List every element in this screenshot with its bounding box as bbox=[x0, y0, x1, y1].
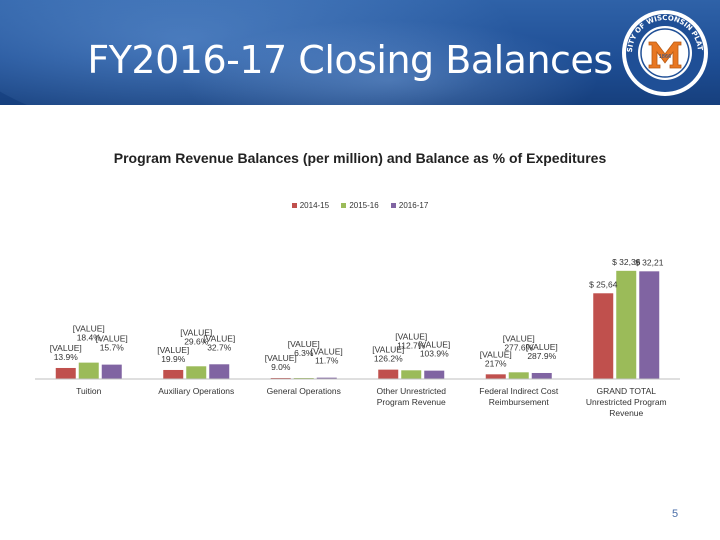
category-label-0-0: Tuition bbox=[76, 386, 101, 396]
data-label-2014-15-0-1: 13.9% bbox=[54, 352, 79, 362]
data-label-2015-16-1-1: 29.6% bbox=[184, 336, 209, 346]
data-label-2015-16-4-1: 277.6% bbox=[504, 342, 533, 352]
bar-2015-16-5 bbox=[616, 270, 637, 379]
chart-legend: 2014-15 2015-16 2016-17 bbox=[0, 201, 720, 210]
data-label-2015-16-2-0: [VALUE] bbox=[288, 339, 320, 349]
data-label-2016-17-5-0: $ 32,21 bbox=[635, 257, 664, 267]
bar-2014-15-5 bbox=[593, 293, 614, 379]
legend-swatch-2014-15 bbox=[291, 203, 297, 209]
data-label-2014-15-3-1: 126.2% bbox=[374, 354, 403, 364]
data-label-2014-15-2-1: 9.0% bbox=[271, 362, 291, 372]
legend-entry-2015-16: 2015-16 bbox=[341, 201, 379, 210]
bar-2014-15-4 bbox=[485, 374, 506, 379]
category-label-5-1: Unrestricted Program bbox=[586, 397, 667, 407]
data-label-2014-15-5-0: $ 25,64 bbox=[589, 279, 618, 289]
bar-2014-15-3 bbox=[378, 369, 399, 379]
data-label-2014-15-2-0: [VALUE] bbox=[265, 353, 297, 363]
category-label-3-1: Program Revenue bbox=[377, 397, 446, 407]
legend-entry-2016-17: 2016-17 bbox=[390, 201, 429, 210]
bar-2014-15-1 bbox=[163, 369, 184, 379]
bar-2016-17-1 bbox=[209, 364, 230, 379]
bar-layer bbox=[55, 270, 660, 379]
data-label-2016-17-2-1: 11.7% bbox=[315, 356, 339, 366]
data-label-2014-15-1-0: [VALUE] bbox=[157, 345, 189, 355]
data-label-2016-17-3-0: [VALUE] bbox=[418, 340, 450, 350]
legend-entry-2014-15: 2014-15 bbox=[291, 201, 330, 210]
data-label-2015-16-5-0: $ 32,36 bbox=[612, 257, 641, 267]
data-label-2016-17-0-0: [VALUE] bbox=[96, 334, 128, 344]
data-label-2016-17-1-0: [VALUE] bbox=[203, 333, 235, 343]
bar-2016-17-0 bbox=[101, 364, 122, 379]
category-label-2-0: General Operations bbox=[267, 386, 341, 396]
data-label-2014-15-1-1: 19.9% bbox=[161, 354, 186, 364]
bar-2015-16-0 bbox=[78, 362, 99, 379]
bar-2016-17-5 bbox=[639, 271, 660, 379]
category-label-4-1: Reimbursement bbox=[489, 397, 550, 407]
data-label-2014-15-4-0: [VALUE] bbox=[480, 349, 512, 359]
bar-2014-15-0 bbox=[55, 367, 76, 379]
data-label-2015-16-0-0: [VALUE] bbox=[73, 324, 105, 334]
data-label-2015-16-1-0: [VALUE] bbox=[180, 327, 212, 337]
bar-2015-16-4 bbox=[508, 372, 529, 379]
data-label-2016-17-2-0: [VALUE] bbox=[311, 347, 343, 357]
data-label-2015-16-2-1: 6.3% bbox=[294, 348, 314, 358]
category-label-layer: Tuition Auxiliary Operations General Opera… bbox=[76, 386, 666, 418]
category-label-5-0: GRAND TOTAL bbox=[596, 386, 656, 396]
data-label-2014-15-0-0: [VALUE] bbox=[50, 343, 82, 353]
slide-number: 5 bbox=[671, 508, 679, 520]
slide-title: FY2016-17 Closing Balances bbox=[87, 38, 613, 82]
legend-swatch-2016-17 bbox=[390, 203, 396, 209]
data-label-2015-16-4-0: [VALUE] bbox=[503, 333, 535, 343]
legend-label-2015-16: 2015-16 bbox=[349, 201, 379, 210]
legend-swatch-2015-16 bbox=[341, 203, 347, 209]
data-label-2015-16-0-1: 18.4% bbox=[77, 333, 102, 343]
bar-2015-16-3 bbox=[401, 370, 422, 379]
bar-2015-16-1 bbox=[186, 366, 207, 379]
header-swoosh bbox=[0, 0, 520, 105]
data-label-2014-15-3-0: [VALUE] bbox=[372, 345, 404, 355]
data-label-2014-15-4-1: 217% bbox=[485, 358, 507, 368]
bar-2016-17-2 bbox=[316, 377, 337, 379]
category-label-3-0: Other Unrestricted bbox=[377, 386, 447, 396]
data-label-2016-17-0-1: 15.7% bbox=[100, 343, 125, 353]
category-label-5-2: Revenue bbox=[609, 408, 643, 418]
data-label-layer: [VALUE]13.9%[VALUE]18.4%[VALUE]15.7% [VAL… bbox=[50, 257, 664, 372]
data-label-2016-17-3-1: 103.9% bbox=[420, 349, 449, 359]
legend-label-2014-15: 2014-15 bbox=[299, 201, 330, 210]
data-label-2015-16-3-1: 112.7% bbox=[397, 340, 426, 350]
bar-2015-16-2 bbox=[293, 377, 314, 379]
legend-label-2016-17: 2016-17 bbox=[398, 201, 429, 210]
data-label-2016-17-4-1: 287.9% bbox=[527, 351, 556, 361]
category-label-1-0: Auxiliary Operations bbox=[158, 386, 234, 396]
data-label-2016-17-4-0: [VALUE] bbox=[526, 342, 558, 352]
data-label-2015-16-3-0: [VALUE] bbox=[395, 331, 427, 341]
bar-2016-17-4 bbox=[531, 372, 552, 379]
seal-year: 1866 bbox=[659, 54, 672, 60]
chart-title: Program Revenue Balances (per million) a… bbox=[113, 150, 607, 166]
category-label-4-0: Federal Indirect Cost bbox=[479, 386, 559, 396]
bar-2016-17-3 bbox=[424, 370, 445, 379]
data-label-2016-17-1-1: 32.7% bbox=[207, 342, 232, 352]
university-seal-logo: UNIVERSITY OF WISCONSIN PLATTEVILLE 1866 bbox=[620, 8, 708, 96]
slide-header: FY2016-17 Closing Balances UNIVERSITY OF… bbox=[0, 0, 720, 105]
bar-2014-15-2 bbox=[270, 377, 291, 379]
